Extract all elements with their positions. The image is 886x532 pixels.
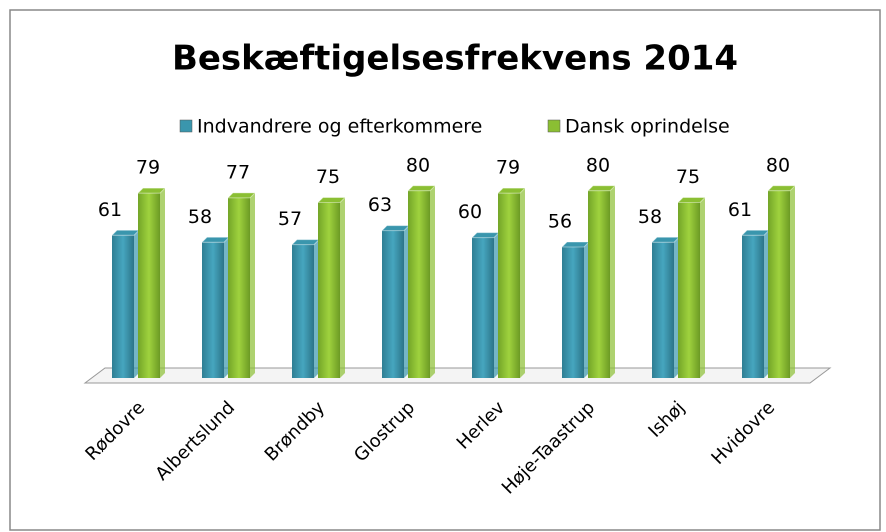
bar-front: [742, 235, 764, 378]
bar-side: [584, 241, 589, 378]
bar-side: [520, 188, 525, 378]
bar-top: [766, 185, 797, 192]
legend-label: Dansk oprindelse: [565, 116, 730, 138]
bar-top: [316, 197, 347, 203]
value-label: 60: [458, 201, 482, 223]
value-label: 79: [136, 157, 160, 179]
value-label: 56: [548, 210, 572, 232]
bar-top: [226, 192, 257, 199]
bar-side: [160, 188, 165, 378]
value-label: 61: [728, 199, 752, 221]
bar-top: [290, 239, 321, 246]
bar-side: [314, 239, 319, 378]
value-label: 77: [226, 161, 250, 183]
bar-top: [650, 236, 681, 243]
value-label: 57: [278, 208, 302, 230]
bar-front: [112, 235, 134, 378]
bar-side: [134, 230, 139, 378]
value-label: 79: [496, 157, 520, 179]
floor: [83, 367, 832, 384]
value-label: 58: [188, 206, 212, 228]
bar-front: [202, 242, 224, 378]
bar-side: [224, 237, 229, 378]
chart-title: Beskæftigelsesfrekvens 2014: [172, 39, 738, 79]
bar-side: [494, 232, 499, 378]
legend-swatch: [547, 119, 561, 133]
legend-label: Indvandrere og efterkommere: [197, 116, 482, 138]
bar-front: [228, 197, 250, 378]
bar-front: [408, 190, 430, 378]
value-label: 61: [98, 199, 122, 221]
bar-top: [136, 187, 167, 194]
bar-front: [472, 237, 494, 378]
bar-top: [470, 232, 501, 239]
value-label: 75: [316, 166, 340, 188]
bar-side: [430, 185, 435, 378]
bar-side: [790, 185, 795, 378]
bar-front: [318, 202, 340, 378]
bar-front: [678, 202, 700, 378]
bar-top: [406, 185, 437, 192]
bar-top: [110, 229, 141, 236]
bar-front: [382, 230, 404, 378]
value-label: 75: [676, 166, 700, 188]
bar-top: [586, 185, 617, 192]
bar-side: [340, 197, 345, 378]
value-label: 80: [586, 154, 610, 176]
bar-top: [380, 225, 411, 232]
bar-front: [768, 190, 790, 378]
bar-top: [496, 187, 527, 194]
bar-front: [652, 242, 674, 378]
bar-side: [250, 192, 255, 378]
value-label: 63: [368, 194, 392, 216]
bar-side: [404, 225, 409, 378]
bar-top: [740, 229, 771, 236]
bar-top: [560, 241, 591, 248]
bar-front: [588, 190, 610, 378]
bar-front: [138, 193, 160, 378]
value-label: 58: [638, 206, 662, 228]
bar-top: [200, 236, 231, 243]
bar-front: [292, 244, 314, 378]
bar-side: [610, 185, 615, 378]
bar-side: [764, 230, 769, 378]
value-label: 80: [766, 154, 790, 176]
bar-side: [674, 237, 679, 378]
bar-front: [562, 246, 584, 378]
bar-top: [676, 197, 707, 203]
bar-front: [498, 193, 520, 378]
bar-side: [700, 197, 705, 378]
value-label: 80: [406, 154, 430, 176]
legend-swatch: [179, 119, 193, 133]
